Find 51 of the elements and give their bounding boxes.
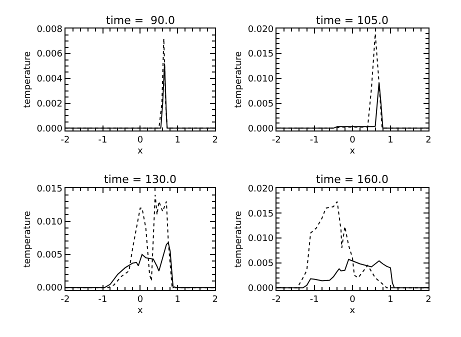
x-tick-label: -2 (60, 295, 70, 306)
x-tick-label: 0 (350, 135, 356, 146)
x-tick-label: -1 (310, 295, 319, 306)
x-tick-label: -1 (98, 135, 108, 146)
x-axis-title: x (138, 306, 144, 316)
y-axis-title: temperature (23, 50, 34, 108)
y-tick-label: 0.020 (248, 184, 274, 194)
x-tick-label: 0 (350, 295, 356, 306)
x-tick-label: 2 (426, 135, 432, 146)
y-tick-label: 0.015 (248, 209, 274, 220)
y-tick-label: 0.020 (248, 24, 274, 35)
y-tick-label: 0.002 (36, 99, 62, 110)
x-tick-label: 0 (137, 135, 144, 146)
y-axis-title: temperature (234, 50, 244, 108)
y-tick-label: 0.005 (248, 99, 274, 110)
y-tick-label: 0.015 (36, 184, 62, 194)
x-axis-title: x (138, 146, 144, 156)
x-axis-title: x (350, 146, 356, 156)
y-tick-label: 0.010 (248, 74, 274, 85)
y-tick-label: 0.010 (36, 218, 63, 228)
y-tick-label: 0.000 (36, 124, 63, 134)
x-tick-label: 2 (212, 135, 218, 146)
chart-title: time = 160.0 (316, 173, 389, 186)
y-tick-label: 0.000 (248, 284, 274, 294)
y-tick-label: 0.008 (36, 24, 63, 35)
x-tick-label: 2 (212, 295, 218, 306)
x-tick-label: -2 (60, 135, 70, 146)
chart-title: time = 130.0 (104, 173, 177, 186)
x-tick-label: 2 (426, 295, 432, 306)
y-tick-label: 0.006 (36, 50, 63, 60)
chart-title: time = 90.0 (106, 14, 176, 27)
x-tick-label: 1 (174, 135, 181, 146)
x-tick-label: 1 (388, 135, 394, 146)
chart-title: time = 105.0 (316, 14, 389, 27)
y-axis-title: temperature (23, 210, 34, 268)
x-tick-label: 1 (388, 295, 394, 306)
x-tick-label: -2 (272, 135, 281, 146)
x-tick-label: -2 (272, 295, 281, 306)
y-tick-label: 0.000 (248, 124, 274, 134)
y-tick-label: 0.010 (248, 234, 274, 244)
x-tick-label: 1 (174, 295, 181, 306)
y-axis-title: temperature (234, 210, 244, 268)
x-axis-title: x (350, 306, 356, 316)
y-tick-label: 0.000 (36, 284, 63, 294)
y-tick-label: 0.005 (248, 259, 274, 270)
x-tick-label: -1 (98, 295, 108, 306)
x-tick-label: 0 (137, 295, 144, 306)
y-tick-label: 0.015 (248, 50, 274, 60)
y-tick-label: 0.004 (36, 74, 63, 85)
x-tick-label: -1 (310, 135, 319, 146)
y-tick-label: 0.005 (36, 250, 62, 261)
